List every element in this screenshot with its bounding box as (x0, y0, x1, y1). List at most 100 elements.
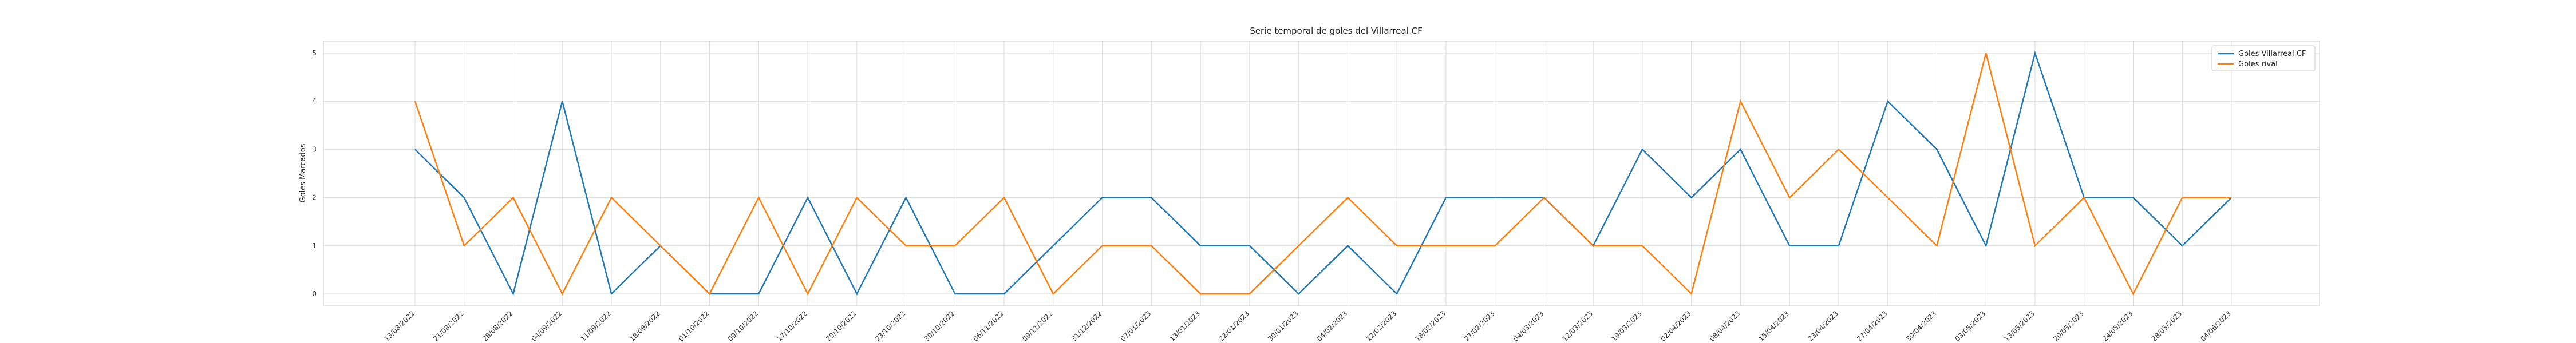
data-point (659, 244, 662, 248)
data-point (1542, 196, 1546, 200)
data-point (806, 292, 809, 296)
data-point (1984, 51, 1988, 55)
series-points-0 (413, 51, 2233, 296)
data-point (1199, 244, 1202, 248)
data-point (708, 292, 712, 296)
data-point (1935, 244, 1938, 248)
data-point (953, 292, 957, 296)
x-tick-label: 04/02/2023 (1315, 309, 1349, 343)
x-tick-label: 24/05/2023 (2101, 309, 2135, 343)
data-point (1002, 196, 1006, 200)
data-point (1837, 244, 1840, 248)
data-point (463, 244, 466, 248)
data-point (2131, 292, 2135, 296)
plot-frame (323, 41, 2320, 306)
x-tick-label: 13/08/2022 (382, 309, 416, 343)
data-point (1788, 244, 1791, 248)
x-tick-label: 01/10/2022 (677, 309, 711, 343)
data-point (610, 196, 613, 200)
data-point (757, 196, 760, 200)
x-tick-label: 04/09/2022 (530, 309, 564, 343)
x-tick-label: 30/04/2023 (1905, 309, 1938, 343)
data-point (1641, 147, 1644, 151)
data-point (1739, 99, 1742, 103)
data-point (1101, 244, 1104, 248)
x-tick-label: 27/04/2023 (1855, 309, 1889, 343)
x-tick-label: 17/10/2022 (775, 309, 809, 343)
data-point (2033, 244, 2037, 248)
x-tick-label: 07/01/2023 (1119, 309, 1153, 343)
x-tick-label: 30/10/2022 (923, 309, 957, 343)
x-tick-label: 04/06/2023 (2199, 309, 2233, 343)
data-point (855, 196, 859, 200)
data-point (413, 99, 417, 103)
x-tick-label: 22/01/2023 (1217, 309, 1251, 343)
data-point (757, 292, 760, 296)
x-tick-label: 18/09/2022 (628, 309, 662, 343)
data-point (1886, 99, 1890, 103)
x-tick-label: 13/05/2023 (2002, 309, 2036, 343)
y-tick-label: 0 (312, 290, 317, 298)
x-tick-label: 28/08/2022 (481, 309, 515, 343)
data-point (610, 292, 613, 296)
x-tick-label: 06/11/2022 (971, 309, 1005, 343)
data-point (1641, 244, 1644, 248)
x-tick-label: 23/10/2022 (874, 309, 907, 343)
x-tick-label: 20/10/2022 (824, 309, 858, 343)
data-point (1739, 147, 1742, 151)
data-point (2083, 196, 2086, 200)
chart-title: Serie temporal de goles del Villarreal C… (1250, 26, 1423, 36)
x-tick-label: 12/03/2023 (1560, 309, 1594, 343)
y-axis-label: Goles Marcados (299, 143, 307, 202)
legend-label-0: Goles Villarreal CF (2238, 50, 2306, 58)
data-point (1444, 244, 1448, 248)
x-tick-label: 02/04/2023 (1659, 309, 1693, 343)
data-point (1199, 292, 1202, 296)
data-point (1494, 196, 1497, 200)
x-tick-label: 28/05/2023 (2150, 309, 2184, 343)
x-tick-label: 18/02/2023 (1413, 309, 1447, 343)
data-point (1248, 292, 1251, 296)
data-point (1002, 292, 1006, 296)
x-tick-label: 30/01/2023 (1266, 309, 1300, 343)
y-tick-label: 5 (312, 49, 317, 57)
x-tick-label: 08/04/2023 (1708, 309, 1742, 343)
y-tick-label: 2 (312, 194, 317, 202)
x-tick-label: 23/04/2023 (1806, 309, 1840, 343)
series-line-0 (414, 50, 2232, 296)
data-point (1101, 196, 1104, 200)
series-line-1 (414, 53, 2231, 296)
data-point (1984, 244, 1988, 248)
data-point (806, 196, 809, 200)
data-point (1494, 244, 1497, 248)
x-tick-label: 20/05/2023 (2052, 309, 2085, 343)
data-point (1395, 244, 1398, 248)
data-point (1297, 292, 1301, 296)
data-point (1690, 292, 1693, 296)
x-tick-label: 15/04/2023 (1757, 309, 1791, 343)
data-point (2180, 196, 2184, 200)
series-points-1 (413, 51, 2233, 296)
x-tick-label: 11/09/2022 (579, 309, 613, 343)
x-tick-label: 31/12/2022 (1070, 309, 1104, 343)
data-point (1591, 244, 1595, 248)
legend-frame (2211, 45, 2316, 71)
data-point (1837, 147, 1840, 151)
data-point (512, 292, 515, 296)
series-layer (413, 50, 2233, 296)
data-point (2180, 244, 2184, 248)
data-point (1149, 196, 1153, 200)
data-point (413, 147, 417, 151)
data-point (1935, 147, 1938, 151)
data-point (904, 244, 908, 248)
data-point (1346, 196, 1349, 200)
data-point (1052, 292, 1055, 296)
y-tick-label: 3 (312, 145, 317, 153)
data-point (1248, 244, 1251, 248)
data-point (512, 196, 515, 200)
x-tick-label: 04/03/2023 (1512, 309, 1546, 343)
y-tick-label: 4 (312, 97, 317, 105)
x-tick-label: 03/05/2023 (1954, 309, 1988, 343)
